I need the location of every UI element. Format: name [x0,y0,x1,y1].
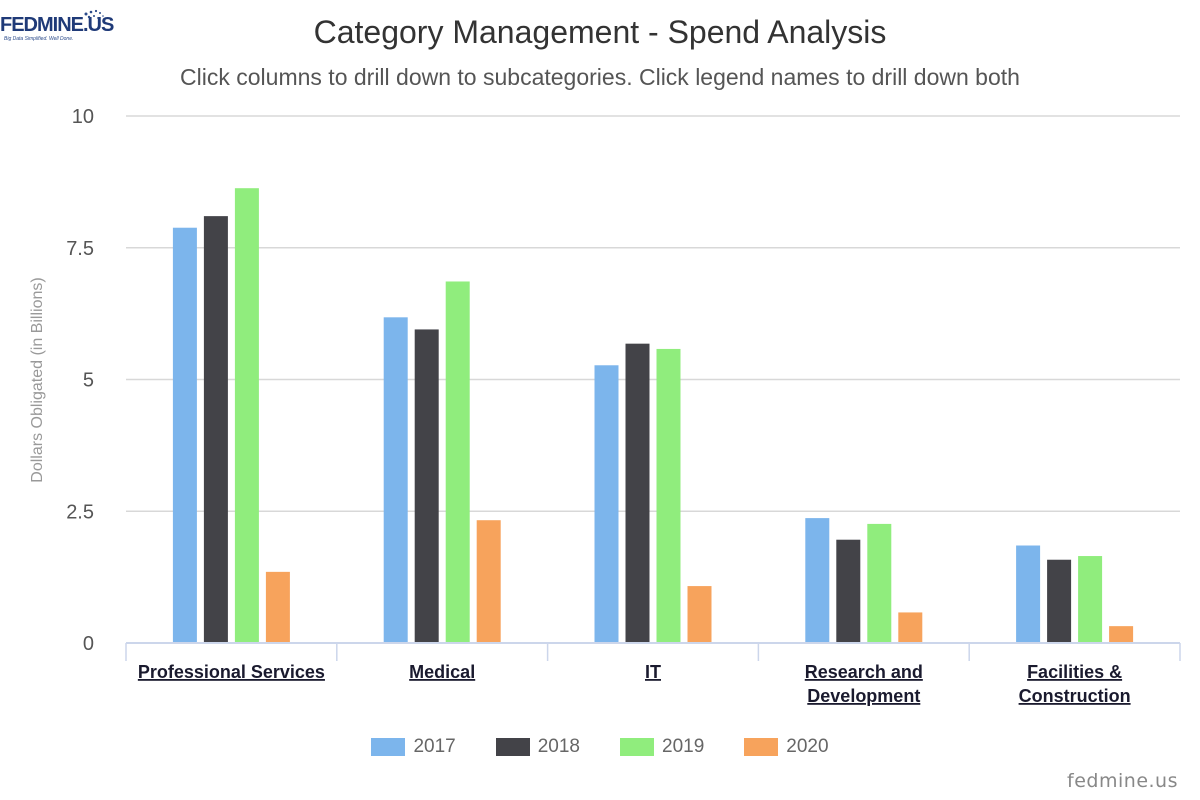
x-tick-label[interactable]: Construction [1019,686,1131,706]
logo-text: FEDMINE.US [0,14,114,36]
chart-subtitle: Click columns to drill down to subcatego… [180,64,1020,90]
bar-2018[interactable] [1047,559,1072,643]
bar-2018[interactable] [414,329,439,643]
fedmine-logo[interactable]: FEDMINE.US Big Data Simplified. Well Don… [0,9,116,46]
bar-2019[interactable] [1078,556,1103,643]
x-axis: Professional Services Medical IT Research a… [125,642,1181,706]
legend-item-2018[interactable]: 2018 [495,736,580,758]
bar-chart: 0 2.5 5 7.5 10 Dollars Obligated (in Billion… [29,106,1181,706]
y-axis-ticks: 0 2.5 5 7.5 10 [66,106,94,655]
legend-swatch [495,738,530,756]
bar-2019[interactable] [445,281,470,643]
legend-item-2019[interactable]: 2019 [620,736,704,758]
legend-item-2020[interactable]: 2020 [744,736,829,758]
bar-2019[interactable] [656,348,681,643]
bar-2020[interactable] [1109,626,1134,643]
bar-2019[interactable] [234,188,259,643]
x-tick-label[interactable]: Research and [805,662,923,682]
y-axis-label: Dollars Obligated (in Billions) [29,277,46,482]
legend-label: 2018 [537,736,580,757]
x-tick-label[interactable]: IT [645,662,661,682]
x-tick-label[interactable]: Professional Services [138,662,325,682]
y-tick-label: 2.5 [66,501,94,523]
bar-2020[interactable] [476,520,501,643]
logo-tagline: Big Data Simplified. Well Done. [4,36,74,42]
bar-2020[interactable] [265,571,290,643]
x-tick-label[interactable]: Development [807,686,920,706]
bar-2019[interactable] [867,523,892,643]
y-tick-label: 5 [83,370,94,392]
chart-title: Category Management - Spend Analysis [313,14,887,50]
bar-2017[interactable] [805,518,830,643]
legend-label: 2020 [786,736,829,757]
bar-2020[interactable] [687,586,712,643]
bar-2017[interactable] [594,365,619,643]
credit-text[interactable]: fedmine.us [1067,770,1178,792]
legend-swatch [371,738,406,756]
bar-2017[interactable] [1016,545,1041,643]
bar-2018[interactable] [203,216,228,643]
bar-2017[interactable] [383,317,408,643]
x-tick-label[interactable]: Facilities & [1027,662,1122,682]
legend-item-2017[interactable]: 2017 [371,736,456,758]
bar-2020[interactable] [898,612,923,643]
logo-dots-icon [84,9,106,21]
y-tick-label: 0 [83,633,94,655]
legend-label: 2019 [662,736,705,757]
legend-swatch [620,738,654,756]
y-tick-label: 10 [72,106,94,128]
legend-swatch [744,738,779,756]
y-tick-label: 7.5 [66,238,94,260]
legend: 2017 2018 2019 2020 [0,736,1200,758]
bar-2017[interactable] [172,227,197,643]
legend-label: 2017 [413,736,456,757]
x-tick-label[interactable]: Medical [409,662,475,682]
bar-2018[interactable] [836,539,861,643]
bars [172,188,1134,643]
bar-2018[interactable] [625,343,650,643]
